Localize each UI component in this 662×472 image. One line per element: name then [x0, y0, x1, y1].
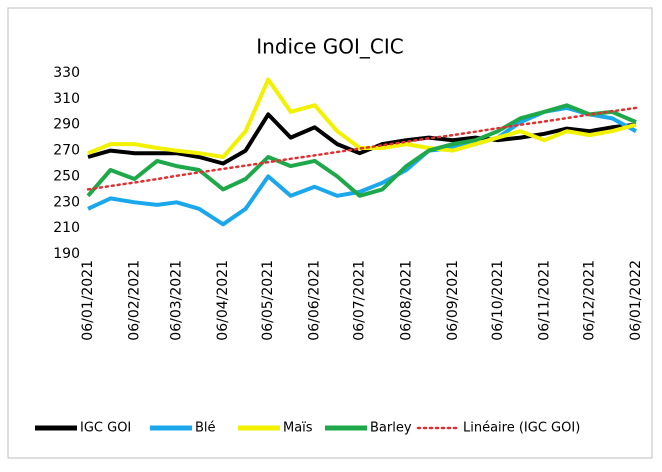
chart-title: Indice GOI_CIC: [256, 35, 403, 59]
x-tick-label: 06/04/2021: [215, 260, 231, 341]
x-tick-label: 06/05/2021: [260, 260, 276, 341]
y-tick-label: 210: [53, 220, 80, 236]
y-tick-label: 330: [53, 65, 80, 81]
series-line: [86, 103, 637, 198]
x-tick-label: 06/01/2022: [628, 260, 644, 341]
series-line: [87, 77, 637, 159]
x-tick-label: 06/12/2021: [581, 260, 597, 341]
y-tick-label: 310: [53, 91, 80, 107]
legend-label: Blé: [195, 421, 216, 436]
x-tick-label: 06/01/2021: [80, 260, 96, 341]
chart-frame: [7, 7, 653, 459]
x-tick-label: 06/03/2021: [169, 260, 185, 341]
legend-label: Maïs: [283, 421, 313, 436]
x-tick-label: 06/09/2021: [445, 260, 461, 341]
x-tick-label: 06/11/2021: [536, 260, 552, 341]
x-tick-label: 06/07/2021: [352, 260, 368, 341]
legend-label: IGC GOI: [80, 421, 131, 436]
x-tick-label: 06/08/2021: [398, 260, 414, 341]
x-tick-label: 06/02/2021: [127, 260, 143, 341]
series-line: [86, 106, 638, 191]
y-tick-label: 290: [53, 117, 80, 133]
y-tick-label: 250: [53, 168, 80, 184]
series-line: [87, 112, 637, 166]
y-tick-label: 230: [53, 194, 80, 210]
x-tick-label: 06/10/2021: [490, 260, 506, 341]
legend-label: Linéaire (IGC GOI): [463, 421, 580, 436]
y-tick-label: 190: [53, 246, 80, 262]
x-tick-label: 06/06/2021: [307, 260, 323, 341]
legend-label: Barley: [370, 421, 412, 436]
y-tick-label: 270: [53, 143, 80, 159]
